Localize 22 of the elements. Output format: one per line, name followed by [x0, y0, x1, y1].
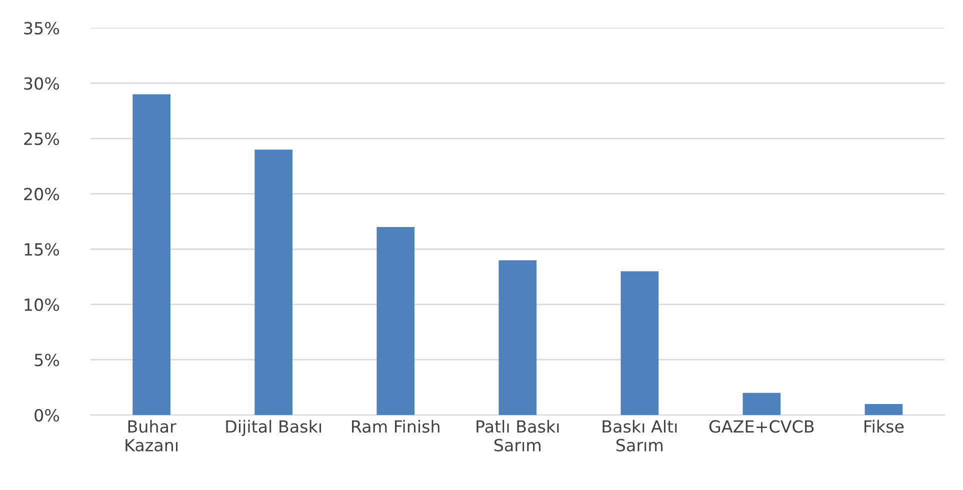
x-tick-label: Buhar Kazanı	[126, 420, 178, 452]
bar	[742, 392, 781, 416]
y-tick-label: 10%	[24, 298, 60, 311]
bar	[864, 404, 903, 416]
bar	[620, 271, 659, 416]
x-tick-label: Fikse	[864, 420, 904, 433]
x-tick-label: Patlı Baskı Sarım	[476, 420, 559, 452]
y-tick-label: 0%	[34, 408, 60, 422]
y-tick-label: 20%	[24, 188, 60, 200]
x-tick-label: GAZE+CVCB	[709, 420, 814, 433]
bar	[376, 227, 414, 416]
y-tick-label: 15%	[24, 243, 60, 256]
y-tick-label: 25%	[24, 132, 60, 146]
bar	[132, 94, 170, 416]
bar	[254, 150, 292, 416]
bar	[498, 260, 537, 416]
y-tick-label: 35%	[24, 22, 60, 34]
y-tick-label: 30%	[24, 77, 60, 90]
x-tick-label: Baskı Altı Sarım	[602, 420, 677, 452]
x-tick-label: Ram Finish	[352, 420, 440, 433]
x-tick-label: Dijital Baskı	[226, 420, 322, 436]
y-tick-label: 5%	[34, 354, 60, 366]
